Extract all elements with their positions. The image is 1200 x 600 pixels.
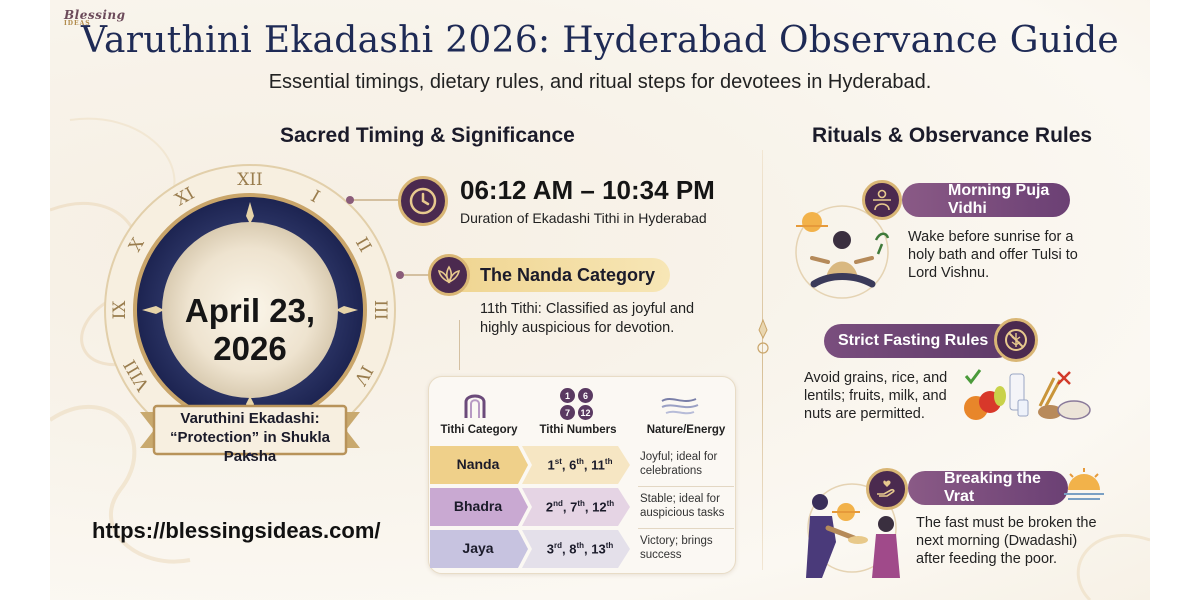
ribbon-caption: Varuthini Ekadashi: “Protection” in Shuk… <box>155 409 345 466</box>
row-category: Jaya <box>462 540 494 556</box>
ritual-pill-fasting: Strict Fasting Rules <box>824 324 1014 358</box>
page-title: Varuthini Ekadashi 2026: Hyderabad Obser… <box>80 20 1120 61</box>
col-header-numbers: Tithi Numbers <box>539 424 617 436</box>
deity-icon <box>862 180 902 220</box>
infographic-canvas: Blessing IDEAS Varuthini Ekadashi 2026: … <box>50 0 1150 600</box>
row-nature: Stable; ideal for auspicious tasks <box>640 493 725 519</box>
clock-numeral: XII <box>237 170 263 190</box>
clock-icon <box>398 176 448 226</box>
arch-icon <box>464 394 486 418</box>
logo-text: Blessing <box>64 8 126 22</box>
ritual-title-morning-puja: Morning Puja Vidhi <box>948 182 1050 217</box>
tithi-ordinal-suffix: th <box>576 541 584 550</box>
meditating-devotee-illustration <box>795 205 890 299</box>
brand-logo: Blessing IDEAS <box>64 8 126 27</box>
number-badge: 12 <box>578 405 593 420</box>
nanda-description: 11th Tithi: Classified as joyful and hig… <box>480 301 695 336</box>
table-row-band <box>430 446 630 484</box>
no-grain-icon <box>994 318 1038 362</box>
row-tithi-numbers: 2nd, 7th, 12th <box>545 499 615 515</box>
logo-subtext: IDEAS <box>64 20 91 27</box>
nanda-label: The Nanda Category <box>480 264 656 285</box>
section-heading-rituals: Rituals & Observance Rules <box>812 124 1093 147</box>
tithi-number: 7 <box>570 499 578 515</box>
time-caption: Duration of Ekadashi Tithi in Hyderabad <box>460 210 707 226</box>
website-url[interactable]: https://blessingsideas.com/ <box>92 518 381 543</box>
ribbon-line-1: Varuthini Ekadashi: <box>180 410 320 427</box>
ritual-text-breaking-vrat: The fast must be broken the next morning… <box>916 515 1097 567</box>
tithi-ordinal-suffix: nd <box>553 499 563 508</box>
row-category: Bhadra <box>453 498 503 514</box>
sunrise-icon <box>1064 468 1104 500</box>
tithi-number: 11 <box>591 457 605 473</box>
clock-numeral: IX <box>110 300 130 320</box>
ribbon-line-2: “Protection” in Shukla Paksha <box>169 429 331 465</box>
tithi-number: 6 <box>569 457 577 473</box>
tithi-ordinal-suffix: th <box>577 499 585 508</box>
row-divider <box>638 486 734 487</box>
divider-ornament-icon <box>757 318 769 354</box>
nanda-category-pill: The Nanda Category <box>438 258 670 292</box>
ekadashi-time-range: 06:12 AM – 10:34 PM <box>460 175 715 205</box>
event-date: April 23, 2026 <box>170 292 330 368</box>
tithi-number-badges: 1 6 7 12 <box>558 388 598 422</box>
number-badge: 1 <box>560 388 575 403</box>
devotees-sharing-food-illustration <box>806 483 900 578</box>
tithi-number: 12 <box>592 499 607 515</box>
page-subtitle: Essential timings, dietary rules, and ri… <box>268 71 932 93</box>
ritual-title-fasting: Strict Fasting Rules <box>838 332 989 349</box>
ritual-text-morning-puja: Wake before sunrise for a holy bath and … <box>908 229 1078 281</box>
timing-connector <box>346 196 460 370</box>
lotus-icon <box>428 254 470 296</box>
tithi-number: 2 <box>545 499 554 515</box>
row-nature: Joyful; ideal for celebrations <box>640 451 718 477</box>
row-nature: Victory; brings success <box>640 535 713 561</box>
wind-energy-icon <box>661 398 699 415</box>
tithi-ordinal-suffix: th <box>606 499 615 508</box>
row-tithi-numbers: 1st, 6th, 11th <box>547 457 613 473</box>
number-badge: 7 <box>560 405 575 420</box>
ritual-pill-breaking-vrat: Breaking the Vrat <box>908 470 1068 505</box>
table-row-band <box>430 488 630 526</box>
date-line-1: April 23, <box>184 292 316 329</box>
tithi-ordinal-suffix: th <box>576 457 584 466</box>
date-line-2: 2026 <box>213 330 287 367</box>
row-divider <box>638 528 734 529</box>
ritual-text-fasting: Avoid grains, rice, and lentils; fruits,… <box>804 370 948 422</box>
tithi-ordinal-suffix: rd <box>553 541 562 550</box>
tithi-number: 3 <box>546 541 554 557</box>
col-header-nature: Nature/Energy <box>646 424 726 436</box>
tithi-ordinal-suffix: th <box>604 457 613 466</box>
tithi-number: 8 <box>569 541 577 557</box>
date-ribbon <box>140 404 360 456</box>
row-tithi-numbers: 3rd, 8th, 13th <box>546 541 614 557</box>
tithi-number: 13 <box>591 541 606 557</box>
fruits-milk-grains-illustration <box>964 369 1091 420</box>
section-heading-timing: Sacred Timing & Significance <box>280 124 575 147</box>
ritual-pill-morning-puja: Morning Puja Vidhi <box>902 182 1070 217</box>
giving-hand-icon <box>866 468 908 510</box>
tithi-number: 1 <box>547 457 555 473</box>
column-divider <box>762 150 763 570</box>
col-header-category: Tithi Category <box>440 424 518 436</box>
row-category: Nanda <box>456 456 500 472</box>
clock-medallion <box>104 164 396 456</box>
ritual-title-breaking-vrat: Breaking the Vrat <box>944 470 1041 505</box>
table-row-band <box>430 530 630 568</box>
number-badge: 6 <box>578 388 593 403</box>
tithi-ordinal-suffix: th <box>605 541 614 550</box>
tithi-ordinal-suffix: st <box>554 457 562 466</box>
